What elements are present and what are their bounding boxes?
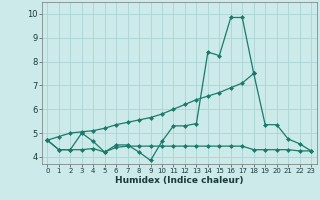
X-axis label: Humidex (Indice chaleur): Humidex (Indice chaleur) (115, 176, 244, 185)
